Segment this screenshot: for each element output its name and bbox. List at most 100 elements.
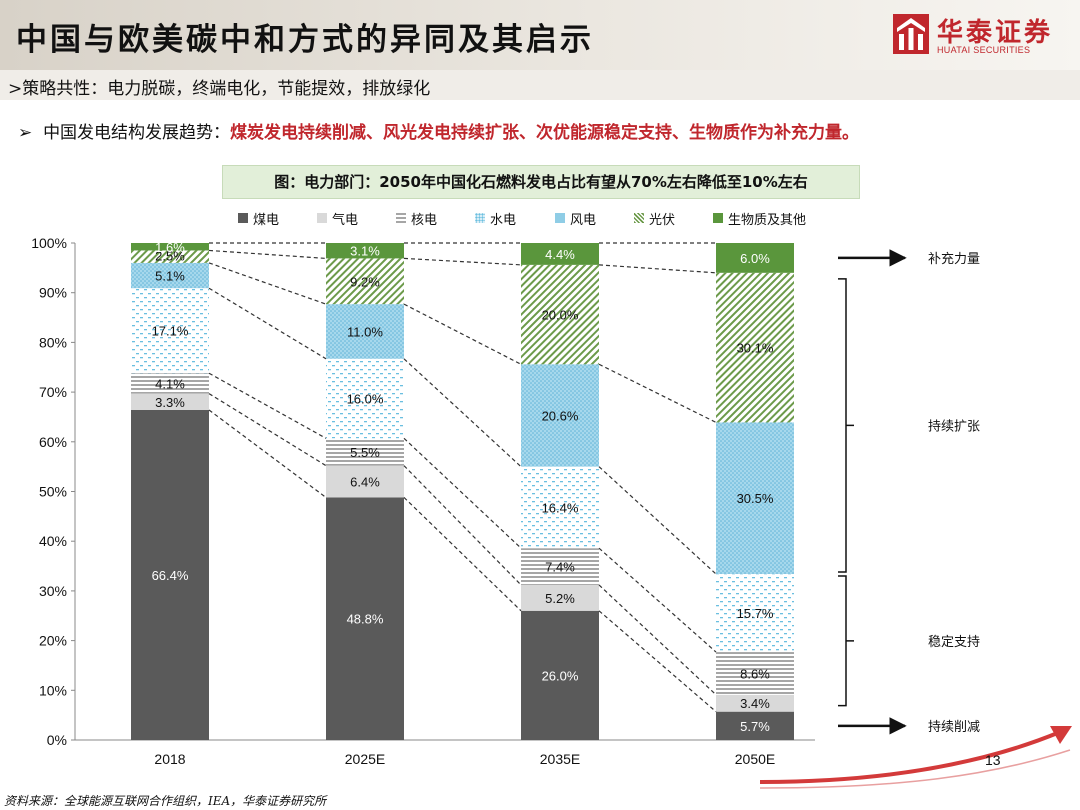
x-tick-label: 2050E xyxy=(735,751,775,767)
legend-label-coal: 煤电 xyxy=(253,212,280,228)
data-label-gas: 6.4% xyxy=(350,475,380,490)
connector-line xyxy=(598,547,717,653)
bar-segment-hydro xyxy=(521,466,599,549)
data-label-nuclear: 4.1% xyxy=(155,376,185,391)
legend-item-hydro: 水电 xyxy=(475,208,516,228)
data-label-nuclear: 5.5% xyxy=(350,445,380,460)
y-tick-label: 100% xyxy=(31,235,67,251)
legend-swatch-wind xyxy=(555,213,565,223)
bar-segment-hydro xyxy=(326,358,404,439)
x-tick-label: 2025E xyxy=(345,751,385,767)
bar-segment-solar xyxy=(131,250,209,263)
connector-line xyxy=(403,303,522,365)
bar-segment-gas xyxy=(131,393,209,410)
y-tick-label: 10% xyxy=(39,682,67,698)
y-tick-label: 20% xyxy=(39,633,67,649)
y-tick-label: 40% xyxy=(39,533,67,549)
connector-line xyxy=(403,358,522,468)
data-label-coal: 48.8% xyxy=(347,612,384,627)
connector-line xyxy=(208,409,327,498)
page-title: 中国与欧美碳中和方式的异同及其启示 xyxy=(16,22,594,58)
legend-label-hydro: 水电 xyxy=(490,212,517,228)
bar-segment-gas xyxy=(326,465,404,498)
data-labels: 66.4% 48.8% 26.0% 5.7% 3.3% 6.4% 5.2% 3.4% 4.1% 5… xyxy=(152,240,774,734)
legend-swatch-solar xyxy=(634,213,644,223)
data-label-solar: 9.2% xyxy=(350,274,380,289)
bar-segment-bio xyxy=(716,243,794,273)
data-label-hydro: 15.7% xyxy=(737,606,774,621)
annotation-label: 持续削减 xyxy=(928,720,980,735)
y-tick-label: 80% xyxy=(39,334,67,350)
legend-label-gas: 气电 xyxy=(332,212,359,228)
connector-line xyxy=(598,466,717,575)
chart-legend: 煤电 气电 核电 水电 风电 光伏 生物质及其他 xyxy=(0,208,1080,228)
legend-swatch-gas xyxy=(317,213,327,223)
bullet-prefix: 中国发电结构发展趋势： xyxy=(43,123,231,143)
data-label-gas: 3.3% xyxy=(155,395,185,410)
legend-label-nuclear: 核电 xyxy=(411,212,438,228)
bar-segment-hydro xyxy=(716,574,794,653)
connector-line xyxy=(598,610,717,713)
connector-line xyxy=(208,287,327,360)
bar-segment-nuclear xyxy=(131,373,209,394)
bar-segment-hydro xyxy=(131,288,209,374)
logo-chinese-name: 华泰证券 xyxy=(937,18,1054,48)
bar-segment-wind xyxy=(521,364,599,467)
bar-segment-nuclear xyxy=(326,438,404,466)
data-label-nuclear: 7.4% xyxy=(545,560,575,575)
legend-label-solar: 光伏 xyxy=(649,212,676,228)
legend-swatch-bio xyxy=(713,213,723,223)
strategy-subtitle: >策略共性：电力脱碳，终端电化，节能提效，排放绿化 xyxy=(8,79,431,99)
bullet-highlight: 煤炭发电持续削减、风光发电持续扩张、次优能源稳定支持、生物质作为补充力量。 xyxy=(230,123,860,143)
legend-item-gas: 气电 xyxy=(317,208,358,228)
x-tick-label: 2018 xyxy=(154,751,185,767)
bar-segment-gas xyxy=(521,584,599,611)
bar-segment-solar xyxy=(716,272,794,423)
connector-line xyxy=(598,264,717,274)
bar-segment-solar xyxy=(521,264,599,365)
connector-line xyxy=(208,372,327,439)
data-label-bio: 4.4% xyxy=(545,247,575,262)
data-label-solar: 2.5% xyxy=(155,249,185,264)
data-label-hydro: 17.1% xyxy=(152,324,189,339)
legend-swatch-nuclear xyxy=(396,213,406,223)
legend-item-coal: 煤电 xyxy=(238,208,279,228)
legend-item-nuclear: 核电 xyxy=(396,208,437,228)
data-label-hydro: 16.0% xyxy=(347,392,384,407)
bar-segment-coal xyxy=(326,497,404,740)
connector-line xyxy=(403,257,522,266)
bar-segment-coal xyxy=(131,409,209,740)
connector-line xyxy=(598,584,717,696)
y-tick-label: 0% xyxy=(47,732,67,748)
source-note: 资料来源：全球能源互联网合作组织，IEA，华泰证券研究所 xyxy=(4,794,327,808)
legend-item-bio: 生物质及其他 xyxy=(713,208,806,228)
data-label-bio: 3.1% xyxy=(350,244,380,259)
data-label-gas: 3.4% xyxy=(740,696,770,711)
y-tick-label: 70% xyxy=(39,384,67,400)
bar-segment-wind xyxy=(131,262,209,289)
data-label-coal: 5.7% xyxy=(740,719,770,734)
annotation-label: 稳定支持 xyxy=(928,634,980,650)
data-label-coal: 26.0% xyxy=(542,668,579,683)
bullet-arrow-icon: ➢ xyxy=(18,123,44,143)
annotation-bracket xyxy=(838,575,854,707)
subtitle-bar xyxy=(0,70,1080,100)
data-label-wind: 11.0% xyxy=(347,324,383,339)
bar-segment-gas xyxy=(716,694,794,712)
connector-lines xyxy=(208,242,717,713)
logo-english-name: HUATAI SECURITIES xyxy=(937,45,1031,55)
legend-label-bio: 生物质及其他 xyxy=(728,212,807,228)
huatai-logo-icon xyxy=(893,14,929,54)
bar-segment-bio xyxy=(326,243,404,259)
data-label-nuclear: 8.6% xyxy=(740,666,770,681)
bar-segment-solar xyxy=(326,258,404,305)
figure-title: 图：电力部门：2050年中国化石燃料发电占比有望从70%左右降低至10%左右 xyxy=(222,165,860,199)
bar-segment-bio xyxy=(131,243,209,251)
y-tick-label: 90% xyxy=(39,285,67,301)
connector-line xyxy=(403,465,522,586)
annotation-label: 补充力量 xyxy=(928,251,980,267)
bar-segment-wind xyxy=(326,304,404,359)
data-label-coal: 66.4% xyxy=(152,568,189,583)
connector-line xyxy=(403,437,522,549)
